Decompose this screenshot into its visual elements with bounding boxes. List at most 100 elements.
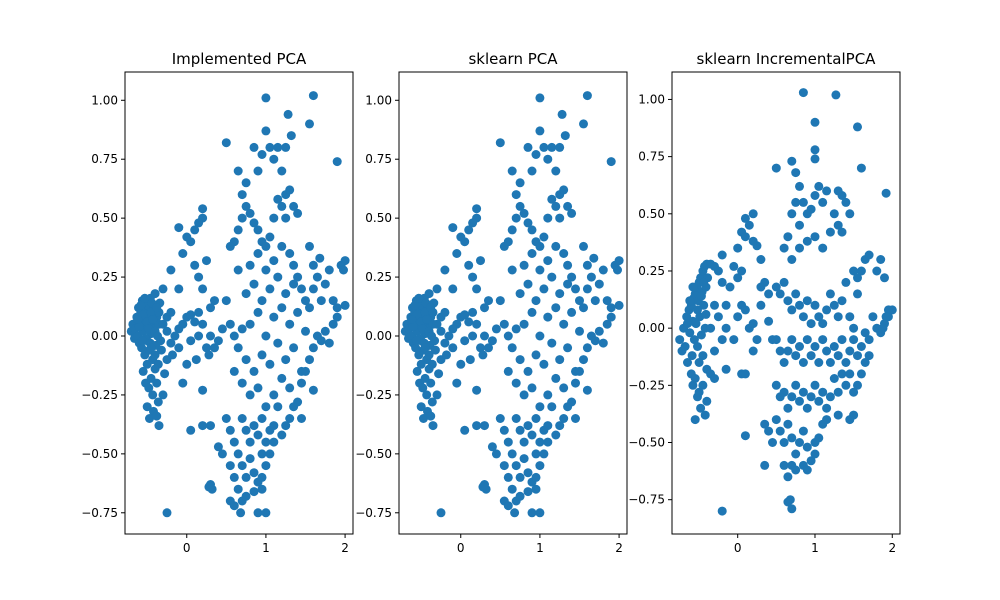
data-point — [281, 289, 291, 299]
data-point — [685, 296, 695, 306]
data-point — [452, 249, 462, 258]
data-point — [806, 204, 816, 214]
data-point — [687, 351, 697, 361]
data-point — [241, 201, 251, 211]
y-tick-label: −0.75 — [355, 506, 392, 520]
data-point — [833, 312, 843, 322]
data-point — [853, 122, 862, 132]
data-point — [253, 225, 263, 235]
data-point — [241, 289, 251, 299]
data-point — [142, 359, 152, 369]
data-point — [543, 312, 553, 322]
data-point — [432, 390, 442, 400]
data-point — [328, 319, 338, 329]
data-point — [257, 150, 267, 159]
data-point — [876, 255, 886, 264]
data-point — [134, 322, 144, 332]
data-point — [775, 346, 785, 356]
data-point — [339, 265, 348, 275]
data-point — [221, 138, 231, 148]
data-point — [802, 465, 812, 475]
data-point — [740, 232, 750, 242]
subplot-sklearn-incremental-pca: sklearn IncrementalPCA 0 1 2 −0.75 −0.50 −0.2… — [628, 50, 901, 555]
data-point — [710, 300, 719, 310]
data-point — [507, 265, 517, 275]
data-point — [795, 181, 804, 191]
data-point — [825, 358, 835, 367]
data-point — [810, 449, 820, 459]
data-point — [241, 178, 251, 188]
data-point — [312, 272, 322, 282]
data-point — [729, 335, 739, 345]
data-point — [412, 366, 422, 376]
data-point — [768, 438, 777, 447]
data-point — [853, 380, 862, 390]
data-point — [810, 380, 820, 390]
data-point — [261, 437, 271, 447]
data-point — [531, 484, 541, 494]
data-point — [575, 326, 584, 336]
data-point — [281, 355, 291, 365]
data-point — [150, 289, 160, 299]
data-point — [198, 204, 208, 214]
data-point — [507, 449, 517, 459]
data-point — [478, 482, 488, 492]
data-point — [160, 369, 170, 379]
data-point — [265, 359, 275, 369]
data-point — [407, 315, 417, 324]
data-point — [519, 454, 529, 464]
data-point — [547, 272, 557, 282]
y-tick-label: 1.00 — [638, 92, 665, 106]
data-point — [539, 284, 549, 294]
data-point — [174, 284, 184, 294]
data-point — [523, 487, 533, 497]
data-point — [301, 296, 310, 306]
data-point — [261, 508, 271, 518]
data-point — [152, 378, 162, 388]
data-point — [822, 403, 832, 413]
data-point — [598, 265, 608, 275]
x-tick-label: 1 — [536, 541, 544, 555]
data-point — [779, 460, 789, 470]
data-point — [206, 303, 215, 313]
y-tick-label: 0.75 — [91, 152, 118, 166]
data-point — [689, 335, 699, 345]
data-point — [787, 209, 797, 219]
data-point — [503, 331, 513, 341]
data-point — [281, 142, 291, 152]
data-point — [148, 390, 158, 400]
data-point — [702, 396, 712, 406]
plot-title: sklearn PCA — [468, 50, 558, 68]
data-point — [806, 319, 816, 329]
data-point — [237, 414, 247, 423]
data-point — [802, 442, 812, 452]
data-point — [878, 323, 888, 333]
data-point — [305, 119, 314, 129]
data-point — [186, 425, 196, 435]
plot-title: Implemented PCA — [172, 50, 307, 68]
data-point — [229, 437, 239, 447]
data-point — [191, 355, 201, 365]
data-point — [158, 319, 168, 329]
data-point — [194, 218, 204, 228]
data-point — [783, 346, 793, 356]
data-point — [213, 336, 223, 346]
data-point — [174, 223, 184, 233]
data-point — [229, 501, 239, 511]
y-tick-label: −0.50 — [628, 436, 665, 450]
data-point — [273, 402, 283, 412]
data-point — [582, 385, 592, 395]
data-point — [814, 358, 824, 367]
data-point — [613, 265, 622, 275]
data-point — [853, 273, 862, 283]
data-point — [236, 508, 246, 518]
data-point — [783, 232, 793, 242]
data-point — [791, 465, 801, 475]
x-tick-label: 1 — [262, 541, 270, 555]
data-point — [575, 366, 584, 376]
data-point — [308, 284, 318, 294]
data-point — [543, 256, 553, 266]
y-tick-label: −0.25 — [355, 388, 392, 402]
data-point — [535, 93, 545, 103]
